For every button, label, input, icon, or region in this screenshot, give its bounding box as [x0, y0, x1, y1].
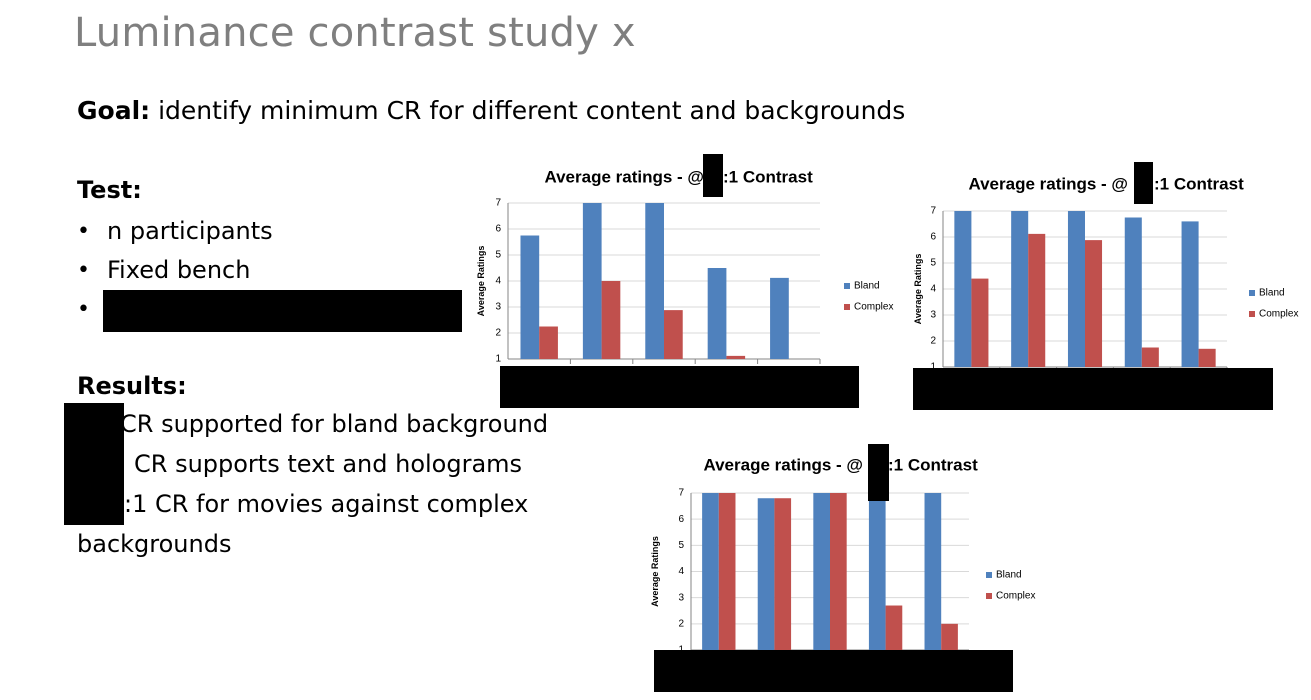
y-tick-label: 6	[678, 514, 684, 525]
plot-area: 1 2 3 4 5 6 7 Average Ratings Bland Complex	[476, 198, 893, 365]
bar-bland	[954, 211, 972, 367]
y-axis-label: Average Ratings	[913, 254, 923, 325]
bar-bland	[645, 203, 664, 359]
bar-complex	[718, 493, 736, 650]
bar-bland	[1181, 221, 1199, 367]
chart-title-prefix: Average ratings - @	[703, 455, 863, 474]
bar-complex	[774, 498, 792, 650]
legend-swatch-bland	[986, 572, 992, 578]
bar-complex	[664, 310, 683, 359]
chart-title-prefix: Average ratings - @	[544, 167, 704, 186]
y-tick-label: 7	[678, 488, 684, 499]
legend-swatch-bland	[844, 283, 850, 289]
bar-bland	[1067, 211, 1085, 367]
y-tick-label: 3	[678, 592, 684, 603]
test-item-redacted	[77, 290, 273, 329]
bar-complex	[830, 493, 847, 650]
bar-complex	[885, 605, 903, 650]
test-item-bench: Fixed bench	[77, 251, 273, 290]
y-tick-label: 2	[930, 336, 936, 347]
bar-complex	[601, 281, 621, 359]
bar-bland	[770, 277, 789, 359]
test-heading: Test:	[77, 176, 142, 204]
legend-label-bland: Bland	[1259, 288, 1285, 299]
bar-bland	[1124, 217, 1142, 367]
y-tick-label: 4	[678, 566, 684, 577]
y-tick-label: 6	[930, 232, 936, 243]
redaction-block	[654, 650, 1013, 692]
y-tick-label: 5	[495, 250, 501, 261]
legend-label-bland: Bland	[996, 570, 1022, 581]
y-tick-label: 3	[930, 310, 936, 321]
y-tick-label: 1	[495, 354, 501, 365]
results-heading: Results:	[77, 372, 187, 400]
test-list: n participants Fixed bench	[77, 212, 273, 329]
bar-chart-2: Average ratings - @ :1 Contrast 1 2 3 4 5 6 7 A…	[913, 174, 1298, 373]
results-line-1: CR supported for bland background	[120, 410, 549, 438]
bar-bland	[582, 203, 602, 359]
goal-text: identify minimum CR for different conten…	[150, 96, 906, 125]
slide-title: Luminance contrast study x	[74, 10, 636, 56]
legend-swatch-complex	[1249, 311, 1255, 317]
bar-complex	[726, 355, 746, 359]
results-line-3: :1 CR for movies against complex	[124, 490, 529, 518]
legend-label-complex: Complex	[854, 302, 893, 313]
y-tick-label: 2	[495, 328, 501, 339]
results-line-4: backgrounds	[77, 530, 232, 558]
plot-area: 1 2 3 4 5 6 7 Average Ratings Bland Complex	[913, 206, 1298, 373]
redaction-block	[1134, 162, 1153, 204]
goal-label: Goal:	[77, 96, 151, 125]
test-item-participants: n participants	[77, 212, 273, 251]
bar-complex	[971, 278, 989, 367]
y-tick-label: 5	[930, 258, 936, 269]
y-tick-label: 2	[678, 618, 684, 629]
y-tick-label: 7	[930, 206, 936, 217]
y-tick-label: 1	[930, 362, 936, 373]
redaction-block	[913, 368, 1273, 410]
bar-bland	[757, 498, 775, 650]
redaction-block	[703, 154, 723, 197]
y-tick-label: 4	[930, 284, 936, 295]
legend-swatch-complex	[844, 304, 850, 310]
chart-title-suffix: :1 Contrast	[888, 455, 978, 474]
y-axis-label: Average Ratings	[650, 536, 660, 607]
goal-statement: Goal: identify minimum CR for different …	[77, 96, 905, 125]
y-tick-label: 5	[678, 540, 684, 551]
bar-bland	[520, 235, 540, 359]
bar-chart-1: Average ratings - @ :1 Contrast 1 2 3 4 5 6 7 A…	[476, 167, 893, 365]
bar-bland	[707, 268, 727, 359]
bar-bland	[924, 493, 942, 650]
bar-bland	[1011, 211, 1029, 367]
bar-bland	[702, 493, 719, 650]
redaction-block	[868, 444, 889, 501]
results-line-2: CR supports text and holograms	[134, 450, 523, 478]
chart-title-suffix: :1 Contrast	[1154, 174, 1244, 193]
y-tick-label: 7	[495, 198, 501, 209]
bar-complex	[941, 623, 958, 650]
y-axis-label: Average Ratings	[476, 246, 486, 317]
bar-complex	[1085, 240, 1103, 367]
y-tick-label: 3	[495, 302, 501, 313]
legend-swatch-bland	[1249, 290, 1255, 296]
bar-bland	[868, 495, 886, 650]
bar-complex	[1198, 348, 1216, 367]
bar-complex	[539, 326, 558, 359]
bar-complex	[1141, 347, 1159, 367]
redaction-block	[500, 366, 859, 408]
legend-swatch-complex	[986, 593, 992, 599]
bar-complex	[1028, 233, 1046, 367]
redaction-block	[64, 403, 124, 525]
bar-chart-3: Average ratings - @ :1 Contrast 1234567A…	[650, 455, 1035, 656]
bar-bland	[813, 493, 830, 650]
redaction-block	[103, 290, 462, 332]
legend-label-complex: Complex	[1259, 309, 1298, 320]
y-tick-label: 4	[495, 276, 501, 287]
legend-label-bland: Bland	[854, 281, 880, 292]
chart-title-prefix: Average ratings - @	[968, 174, 1128, 193]
legend-label-complex: Complex	[996, 591, 1035, 602]
chart-title-suffix: :1 Contrast	[723, 167, 813, 186]
y-tick-label: 6	[495, 224, 501, 235]
